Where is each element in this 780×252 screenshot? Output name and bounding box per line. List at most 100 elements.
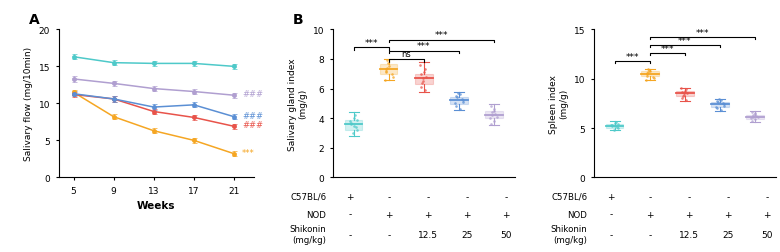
Text: ***: *** xyxy=(661,44,674,53)
Text: -: - xyxy=(765,192,768,201)
Point xyxy=(420,75,432,79)
Point xyxy=(679,89,691,93)
Point xyxy=(345,122,357,127)
Point xyxy=(418,68,431,72)
Point xyxy=(417,80,429,84)
Point xyxy=(381,59,393,63)
Text: 50: 50 xyxy=(761,230,772,239)
Text: C57BL/6: C57BL/6 xyxy=(551,192,587,201)
Point xyxy=(380,68,392,72)
Point xyxy=(449,102,462,106)
Point xyxy=(746,116,759,120)
Point xyxy=(385,73,398,77)
Text: +: + xyxy=(724,210,732,219)
Point xyxy=(679,87,692,91)
Text: (mg/kg): (mg/kg) xyxy=(292,235,326,244)
Point xyxy=(750,115,763,119)
Point xyxy=(675,97,688,101)
Point xyxy=(381,67,393,71)
Text: ###: ### xyxy=(242,111,263,120)
Point xyxy=(491,115,504,119)
Point xyxy=(454,108,466,112)
Text: ***: *** xyxy=(626,52,639,61)
Point xyxy=(711,100,723,104)
Point xyxy=(450,105,463,109)
Point xyxy=(351,129,363,133)
Point xyxy=(452,92,465,96)
Y-axis label: Spleen index
(mg/g): Spleen index (mg/g) xyxy=(549,75,568,133)
Point xyxy=(647,76,660,80)
Point xyxy=(380,70,392,74)
Point xyxy=(641,73,654,77)
Text: +: + xyxy=(646,210,654,219)
Text: 25: 25 xyxy=(722,230,733,239)
Point xyxy=(612,127,625,131)
FancyBboxPatch shape xyxy=(746,115,764,119)
Text: (mg/kg): (mg/kg) xyxy=(554,235,587,244)
Point xyxy=(349,114,362,118)
Point xyxy=(488,120,500,124)
Text: Shikonin: Shikonin xyxy=(289,224,326,233)
Point xyxy=(679,92,691,96)
Point xyxy=(415,73,427,77)
Point xyxy=(486,111,498,115)
Text: -: - xyxy=(726,192,729,201)
Point xyxy=(345,121,357,125)
Point xyxy=(711,107,723,111)
Point xyxy=(605,123,618,128)
Point xyxy=(745,117,757,121)
Text: A: A xyxy=(29,13,40,27)
Point xyxy=(746,120,758,124)
Point xyxy=(681,91,693,95)
Point xyxy=(718,103,730,107)
Text: ***: *** xyxy=(242,148,255,157)
Point xyxy=(414,86,427,90)
Point xyxy=(715,99,728,103)
Text: ***: *** xyxy=(364,38,378,47)
Point xyxy=(678,94,690,98)
Text: NOD: NOD xyxy=(568,210,587,219)
Point xyxy=(713,98,725,102)
Point xyxy=(749,118,761,122)
Text: -: - xyxy=(504,192,507,201)
Text: ns: ns xyxy=(402,50,411,59)
Text: 12.5: 12.5 xyxy=(679,230,699,239)
Point xyxy=(346,131,359,135)
Point xyxy=(644,70,656,74)
Point xyxy=(419,89,431,93)
Point xyxy=(746,111,759,115)
Point xyxy=(752,116,764,120)
Point xyxy=(643,69,655,73)
Point xyxy=(609,121,622,125)
Text: NOD: NOD xyxy=(307,210,326,219)
Point xyxy=(348,124,360,128)
Point xyxy=(604,123,617,127)
Point xyxy=(449,94,462,99)
Point xyxy=(456,98,468,102)
Text: +: + xyxy=(685,210,693,219)
Point xyxy=(610,121,622,125)
Text: ***: *** xyxy=(678,37,692,46)
Text: 12.5: 12.5 xyxy=(418,230,438,239)
Text: ***: *** xyxy=(417,42,431,51)
Point xyxy=(383,65,395,69)
Text: +: + xyxy=(502,210,509,219)
FancyBboxPatch shape xyxy=(711,103,729,108)
Point xyxy=(486,114,498,118)
Text: -: - xyxy=(426,192,429,201)
Point xyxy=(610,125,622,130)
Text: -: - xyxy=(387,230,390,239)
Point xyxy=(380,71,392,75)
Text: -: - xyxy=(348,230,351,239)
Point xyxy=(612,122,624,127)
Point xyxy=(712,101,725,105)
Text: -: - xyxy=(387,192,390,201)
Point xyxy=(386,75,399,79)
Point xyxy=(647,75,659,79)
Text: -: - xyxy=(465,192,468,201)
Point xyxy=(642,71,654,75)
Point xyxy=(484,117,496,121)
Y-axis label: Salivary flow (mg/10min): Salivary flow (mg/10min) xyxy=(24,47,33,161)
Text: -: - xyxy=(609,230,612,239)
Point xyxy=(718,105,730,109)
